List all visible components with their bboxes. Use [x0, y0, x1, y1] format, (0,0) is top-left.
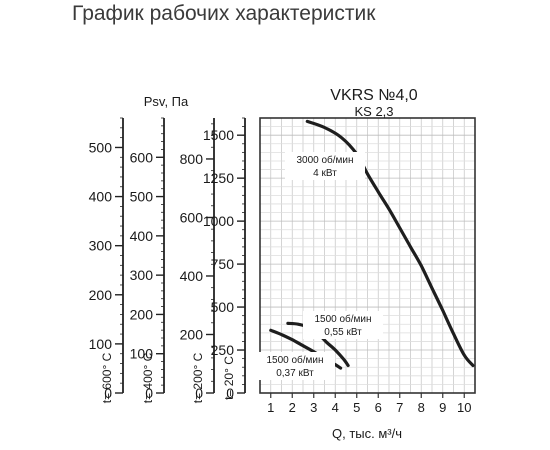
series-label-name: 1500 об/мин [314, 313, 371, 325]
x-tick-label: 4 [332, 400, 339, 415]
x-tick-label: 8 [418, 400, 425, 415]
temperature-axis-tick-label: 0 [195, 385, 203, 401]
temperature-axis-tick-label: 400 [89, 189, 113, 205]
temperature-axis-tick-label: 200 [180, 326, 204, 342]
series-label-background [255, 352, 335, 380]
temperature-axis-tick-label: 1250 [203, 170, 234, 186]
temperature-axis-tick-label: 600 [180, 209, 204, 225]
temperature-axis-tick-label: 0 [104, 385, 112, 401]
x-tick-label: 5 [353, 400, 360, 415]
temperature-label: t= 600° C [100, 352, 114, 403]
series-label-power: 0,37 кВт [276, 368, 314, 379]
chart-title: VKRS №4,0 [330, 87, 418, 104]
page-title: График рабочих характеристик [72, 2, 376, 25]
series-label-background [285, 152, 365, 180]
x-tick-label: 3 [310, 400, 317, 415]
x-axis-label: Q, тыс. м³/ч [332, 426, 402, 441]
series-label-background [303, 311, 383, 339]
temperature-label: t= 200° C [191, 352, 205, 403]
temperature-axis-tick-label: 1000 [203, 213, 234, 229]
temperature-axis-tick-label: 100 [89, 336, 113, 352]
temperature-axis-tick-label: 200 [130, 306, 154, 322]
temperature-axis-tick-label: 250 [211, 342, 235, 358]
temperature-axis-tick-label: 300 [130, 267, 154, 283]
y-axis-label: Psv, Па [144, 94, 189, 109]
temperature-axis-tick-label: 0 [145, 385, 153, 401]
series-label-name: 1500 об/мин [266, 354, 323, 366]
x-tick-label: 9 [439, 400, 446, 415]
temperature-label: t= 400° C [141, 352, 155, 403]
series-label-power: 0,55 кВт [324, 327, 362, 338]
temperature-axis-tick-label: 500 [130, 189, 154, 205]
temperature-axis-tick-label: 100 [130, 346, 154, 362]
series-curve-1 [305, 119, 475, 368]
temperature-axis-tick-label: 0 [226, 385, 234, 401]
x-tick-label: 2 [289, 400, 296, 415]
chart-subtitle: KS 2,3 [354, 104, 393, 119]
plot-frame [259, 117, 476, 394]
x-tick-label: 1 [267, 400, 274, 415]
temperature-axis-tick-label: 400 [180, 268, 204, 284]
labels: 1 2 3 4 5 6 7 8 9 10Q, тыс. м³/ч02505007501000125… [89, 87, 472, 441]
x-tick-label: 6 [375, 400, 382, 415]
x-tick-label: 7 [396, 400, 403, 415]
temperature-axis-tick-label: 200 [89, 287, 113, 303]
series-label-name: 3000 об/мин [296, 154, 353, 166]
temperature-axis-tick-label: 1500 [203, 127, 234, 143]
temperature-axis-tick-label: 600 [130, 149, 154, 165]
temperature-axis-tick-label: 500 [211, 299, 235, 315]
temperature-axis-tick-label: 400 [130, 228, 154, 244]
series-label-power: 4 кВт [313, 168, 337, 179]
x-tick-label: 10 [457, 400, 471, 415]
temperature-axis-tick-label: 500 [89, 139, 113, 155]
temperature-axis-tick-label: 300 [89, 238, 113, 254]
temperature-label: t= 20° C [222, 356, 236, 400]
temperature-axis-tick-label: 800 [180, 151, 204, 167]
temperature-axis-tick-label: 750 [211, 256, 235, 272]
axes [115, 117, 476, 398]
